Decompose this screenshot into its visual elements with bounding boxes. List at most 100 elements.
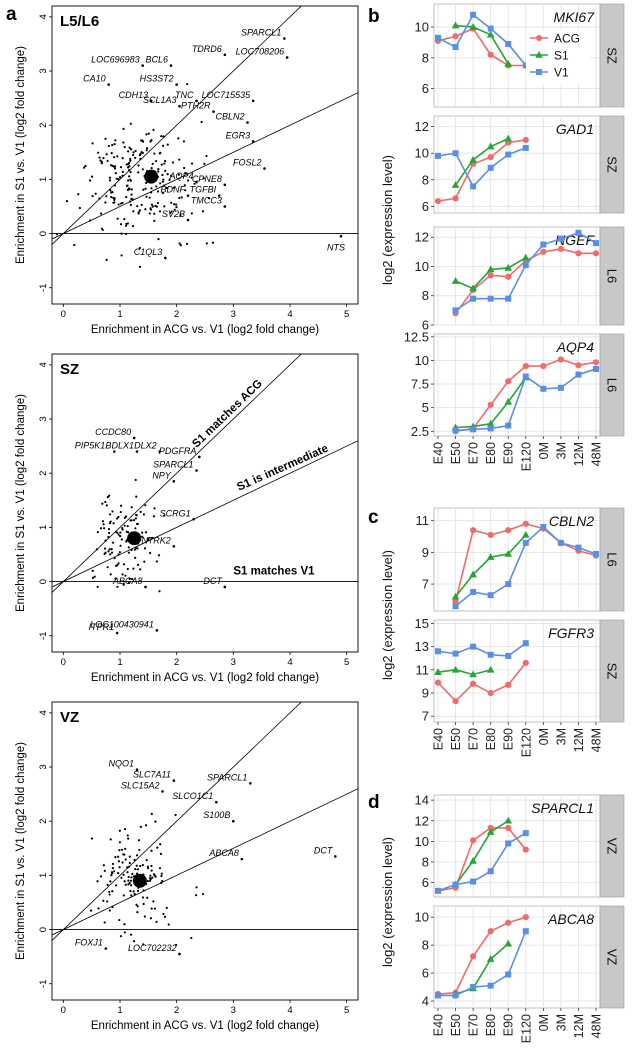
gene-point: [186, 179, 190, 182]
gene-point: [135, 854, 139, 857]
data-point-v1: [452, 650, 459, 657]
data-point-v1: [505, 840, 512, 847]
gene-point: [105, 153, 108, 156]
y-tick-label: 3: [38, 764, 49, 769]
y-tick-label: 0: [38, 579, 49, 584]
gene-point-labeled: [164, 256, 167, 260]
gene-label: ITPR1: [89, 622, 115, 632]
gene-point: [127, 531, 130, 534]
gene-point: [77, 193, 80, 196]
y-tick-label: 0: [38, 927, 49, 932]
gene-point: [125, 163, 128, 166]
gene-point: [129, 200, 132, 203]
gene-point: [146, 879, 149, 883]
gene-point: [163, 162, 166, 165]
gene-label: TMCC3: [191, 195, 222, 205]
gene-title: AQP4: [556, 339, 595, 355]
gene-point: [109, 553, 112, 556]
gene-point: [157, 170, 160, 173]
gene-point: [110, 195, 113, 199]
gene-label: CBLN2: [215, 111, 244, 121]
gene-point: [129, 122, 132, 125]
panel-letter-b: b: [368, 6, 380, 27]
gene-point-labeled: [283, 37, 286, 40]
y-tick-label: 6: [422, 966, 429, 981]
gene-point: [118, 829, 121, 832]
gene-point: [150, 849, 153, 852]
gene-point: [105, 504, 108, 507]
gene-point: [129, 203, 132, 207]
y-tick-label: 7: [422, 709, 429, 724]
gene-point: [110, 151, 113, 155]
x-axis-label: Enrichment in ACG vs. V1 (log2 fold chan…: [91, 1020, 319, 1032]
gene-point: [150, 138, 153, 142]
gene-point: [127, 865, 131, 868]
y-axis-label: Enrichment in S1 vs. V1 (log2 fold chang…: [15, 46, 27, 264]
gene-point: [163, 915, 167, 918]
data-point-acg: [522, 914, 529, 921]
x-axis-label: Enrichment in ACG vs. V1 (log2 fold chan…: [91, 672, 319, 684]
y-tick-label: 6: [422, 199, 429, 214]
y-tick-label: 9: [422, 545, 429, 560]
gene-label: LOC715535: [202, 90, 252, 100]
gene-point-labeled: [104, 947, 108, 950]
data-point-s1: [451, 181, 460, 188]
gene-point: [132, 519, 136, 522]
gene-point: [164, 169, 167, 172]
gene-point: [91, 569, 94, 572]
centroid-point: [132, 873, 147, 888]
gene-point: [106, 900, 109, 903]
gene-point: [111, 890, 114, 893]
gene-point: [161, 180, 165, 183]
gene-point: [134, 556, 137, 559]
gene-point: [55, 233, 58, 236]
gene-point: [201, 210, 205, 213]
gene-point: [108, 548, 111, 551]
gene-point: [113, 143, 116, 146]
x-tick-label: 5: [344, 1005, 349, 1016]
gene-point: [106, 883, 109, 887]
gene-point: [107, 535, 110, 539]
gene-label: HS3ST2: [140, 74, 174, 84]
y-tick-label: 11: [416, 513, 430, 528]
gene-point: [177, 137, 180, 140]
gene-point: [124, 858, 127, 861]
facet-strip: [599, 115, 625, 214]
gene-point: [157, 238, 160, 241]
panel-letter-a: a: [6, 4, 17, 25]
gene-point: [119, 202, 123, 205]
gene-point: [150, 166, 153, 170]
data-point-acg: [557, 245, 564, 253]
legend-marker-s1: [535, 51, 543, 58]
gene-point-labeled: [144, 585, 147, 589]
data-point-v1: [452, 150, 459, 157]
data-point-v1: [470, 643, 477, 650]
gene-point: [116, 217, 119, 220]
gene-point: [97, 151, 100, 154]
x-tick-label: E40: [432, 1014, 446, 1036]
gene-point: [132, 210, 135, 213]
gene-point: [134, 517, 138, 520]
gene-point: [124, 574, 127, 577]
gene-point: [174, 813, 177, 817]
gene-label: AQP4: [168, 171, 193, 181]
gene-point: [130, 197, 133, 200]
line-s1-matches-acg: [52, 702, 302, 941]
annotation-s1-matches-v1: S1 matches V1: [233, 566, 315, 578]
gene-point: [126, 222, 129, 225]
gene-label: SLC7A11: [133, 770, 171, 780]
x-tick-label: 48M: [590, 1014, 604, 1038]
gene-point: [160, 874, 163, 878]
gene-point-labeled: [135, 768, 139, 772]
gene-point: [159, 852, 163, 855]
gene-point: [151, 205, 154, 208]
gene-point: [184, 189, 187, 192]
gene-point: [100, 212, 103, 215]
gene-point: [131, 577, 134, 581]
facet-strip-label: L6: [605, 269, 620, 283]
gene-point: [175, 943, 178, 947]
gene-point: [142, 943, 145, 946]
gene-point: [127, 150, 130, 153]
gene-point: [160, 163, 163, 166]
gene-point: [156, 190, 160, 193]
